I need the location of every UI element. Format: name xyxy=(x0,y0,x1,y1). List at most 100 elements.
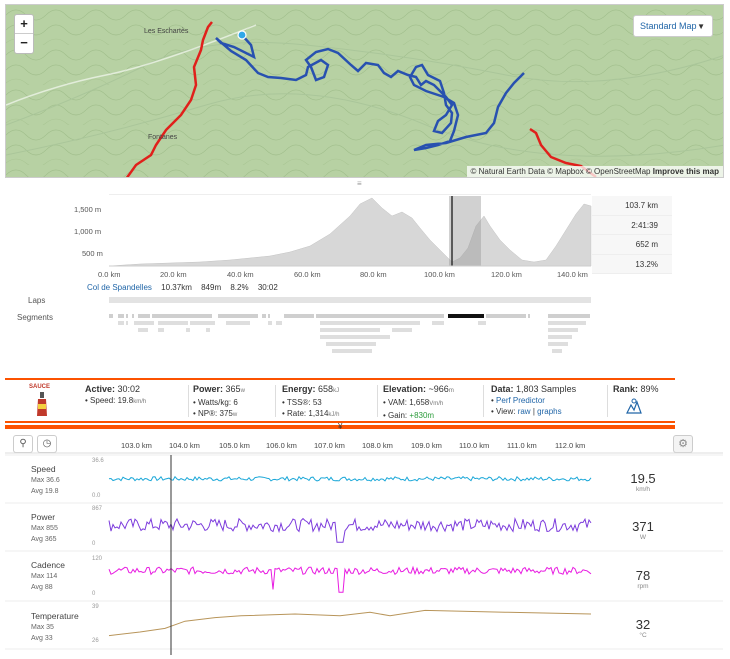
stream-avg: Avg 19.8 xyxy=(31,488,59,495)
elev-value: ~966 xyxy=(428,384,449,394)
rate-unit: kJ/h xyxy=(328,412,340,418)
segment-bar[interactable] xyxy=(186,328,190,332)
vam-value: 1,658 xyxy=(409,398,430,407)
segment-bar[interactable] xyxy=(218,314,258,318)
stream-unit: °C xyxy=(639,632,647,639)
segment-bar[interactable] xyxy=(486,314,526,318)
x-tick-label: 140.0 km xyxy=(557,270,588,279)
stream-max: Max 855 xyxy=(31,525,58,532)
segment-bar[interactable] xyxy=(548,321,586,325)
segment-bar[interactable] xyxy=(332,349,372,353)
segment-bar[interactable] xyxy=(152,314,212,318)
stream-value: 78 xyxy=(635,568,651,583)
power-col: Power: 365w • Watts/kg: 6 • NP®: 375w xyxy=(193,384,245,418)
stream-x-tick: 109.0 km xyxy=(411,441,442,450)
data-value: 1,803 Samples xyxy=(516,384,577,394)
map-resize-handle[interactable]: ≡ xyxy=(357,179,362,188)
perf-predictor-link[interactable]: Perf Predictor xyxy=(496,396,545,405)
route-map[interactable]: Les Eschartès Fontanes + − Standard Map … xyxy=(5,4,724,178)
segment-bar[interactable] xyxy=(276,321,282,325)
stream-temperature-label: Temperature Max 35 Avg 33 xyxy=(31,611,79,644)
segment-bar[interactable] xyxy=(138,328,148,332)
segment-bar[interactable] xyxy=(548,335,572,339)
stream-x-tick: 103.0 km xyxy=(121,441,152,450)
segment-bar-selected[interactable] xyxy=(448,314,484,318)
segment-bar[interactable] xyxy=(548,342,568,346)
stream-ymax: 867 xyxy=(92,506,103,512)
segment-bar[interactable] xyxy=(158,328,164,332)
segment-bar[interactable] xyxy=(118,321,124,325)
segment-bar[interactable] xyxy=(138,314,150,318)
stream-value: 19.5 xyxy=(630,471,656,486)
elevation-area xyxy=(108,197,592,267)
streams-chart[interactable] xyxy=(5,433,723,655)
rate-value: 1,314 xyxy=(308,409,329,418)
elevation-chart[interactable] xyxy=(0,186,730,376)
rate-label: Rate: xyxy=(287,409,307,418)
gain-value: +830m xyxy=(409,411,435,420)
wkg-value: 6 xyxy=(233,398,238,407)
data-col: Data: 1,803 Samples • Perf Predictor • V… xyxy=(491,384,577,416)
view-graphs-link[interactable]: graphs xyxy=(537,407,562,416)
laps-bar[interactable] xyxy=(109,297,591,303)
segment-bar[interactable] xyxy=(284,314,314,318)
segment-bar[interactable] xyxy=(316,314,444,318)
stream-avg: Avg 33 xyxy=(31,635,53,642)
rank-label: Rank: xyxy=(613,384,639,394)
segment-bar[interactable] xyxy=(552,349,562,353)
stream-value: 371 xyxy=(632,519,654,534)
elevation-panel: 1,500 m 1,000 m 500 m 0.0 km 20.0 km 40.… xyxy=(0,186,730,376)
view-raw-link[interactable]: raw xyxy=(517,407,531,416)
segment-bar[interactable] xyxy=(320,335,390,339)
x-tick-label: 60.0 km xyxy=(294,270,321,279)
stream-name: Temperature xyxy=(31,611,79,621)
stream-cadence-value: 78 rpm xyxy=(595,568,691,590)
segment-bar[interactable] xyxy=(109,314,113,318)
segment-bar[interactable] xyxy=(528,314,530,318)
segments-label: Segments xyxy=(17,313,54,322)
segment-bar[interactable] xyxy=(478,321,486,325)
active-label: Active: xyxy=(85,384,116,394)
segment-bar[interactable] xyxy=(134,321,154,325)
stats-collapse-bar[interactable]: ¥ xyxy=(5,422,675,431)
chevron-down-icon[interactable]: ¥ xyxy=(338,422,343,431)
power-unit: w xyxy=(240,388,245,394)
stat-distance: 103.7 km xyxy=(592,196,672,216)
segment-bar[interactable] xyxy=(320,328,380,332)
map-style-dropdown[interactable]: Standard Map ▼ xyxy=(633,15,713,37)
segment-bar[interactable] xyxy=(320,321,420,325)
segment-bar[interactable] xyxy=(432,321,444,325)
stream-trace-speed xyxy=(108,475,592,482)
segment-bar[interactable] xyxy=(268,314,270,318)
segment-bar[interactable] xyxy=(392,328,412,332)
improve-map-link[interactable]: Improve this map xyxy=(652,167,719,176)
stream-max: Max 36.6 xyxy=(31,477,60,484)
segment-bar[interactable] xyxy=(268,321,272,325)
rank-col: Rank: 89% xyxy=(613,384,659,420)
segment-bar[interactable] xyxy=(132,314,134,318)
route-red-west xyxy=(125,21,213,177)
segment-bar[interactable] xyxy=(226,321,250,325)
segment-bar[interactable] xyxy=(118,314,124,318)
segment-bar[interactable] xyxy=(206,328,210,332)
segment-bar[interactable] xyxy=(126,321,128,325)
zoom-out-button[interactable]: − xyxy=(20,35,28,50)
view-label: View: xyxy=(496,407,516,416)
segment-bar[interactable] xyxy=(126,314,128,318)
speed-unit: km/h xyxy=(133,399,147,405)
segment-bar[interactable] xyxy=(262,314,266,318)
segment-name-link[interactable]: Col de Spandelles xyxy=(87,283,152,292)
segment-bar[interactable] xyxy=(190,321,215,325)
x-tick-label: 40.0 km xyxy=(227,270,254,279)
segment-bar[interactable] xyxy=(326,342,376,346)
stat-time: 2:41:39 xyxy=(592,215,672,235)
segment-bar[interactable] xyxy=(548,328,578,332)
stream-unit: rpm xyxy=(637,583,649,590)
stream-x-tick: 110.0 km xyxy=(459,441,490,450)
rank-badge-icon[interactable] xyxy=(623,397,645,417)
segment-bar[interactable] xyxy=(158,321,188,325)
zoom-in-button[interactable]: + xyxy=(15,15,33,34)
vam-label: VAM: xyxy=(388,398,407,407)
segment-bar[interactable] xyxy=(548,314,590,318)
stream-speed-value: 19.5 km/h xyxy=(595,471,691,493)
